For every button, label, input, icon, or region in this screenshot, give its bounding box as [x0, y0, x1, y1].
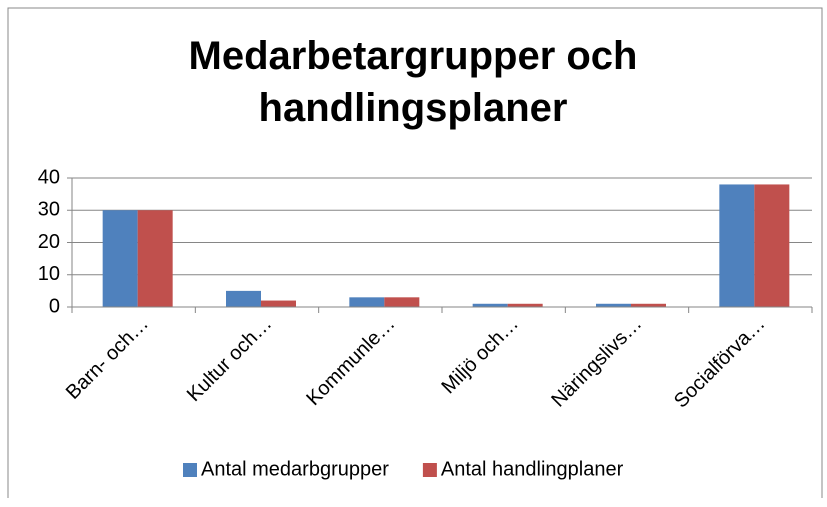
- x-tick-label: Näringslivs…: [547, 313, 646, 412]
- bar: [472, 303, 508, 307]
- x-tick-label: Kultur och…: [183, 313, 276, 406]
- y-tick-label: 20: [38, 231, 60, 253]
- bar: [596, 303, 631, 307]
- legend-label: Antal handlingplaner: [441, 458, 624, 480]
- y-tick-label: 40: [38, 166, 60, 188]
- chart-title: Medarbetargrupper och handlingsplaner: [188, 34, 638, 130]
- bar: [137, 210, 173, 307]
- bar: [631, 303, 666, 307]
- bar: [102, 210, 138, 307]
- legend-item: Antal handlingplaner: [422, 458, 624, 480]
- bar: [261, 300, 296, 307]
- x-tick-label: Barn- och…: [62, 313, 153, 404]
- bar: [384, 297, 420, 307]
- x-tick-label: Socialförva…: [670, 313, 770, 413]
- bar: [226, 290, 261, 307]
- x-tick-label: Miljö och…: [437, 313, 523, 399]
- y-tick-label: 0: [49, 295, 60, 317]
- chart-frame: [7, 7, 823, 498]
- x-tick-label: Kommunle…: [302, 313, 399, 410]
- bar: [349, 297, 385, 307]
- bar: [754, 184, 790, 307]
- legend-label: Antal medarbgrupper: [201, 458, 389, 480]
- legend-item: Antal medarbgrupper: [183, 458, 389, 480]
- legend-swatch: [183, 463, 197, 477]
- y-tick-label: 10: [38, 263, 60, 285]
- y-tick-label: 30: [38, 199, 60, 221]
- bar: [719, 184, 755, 307]
- legend-swatch: [422, 463, 437, 477]
- bar: [507, 303, 543, 307]
